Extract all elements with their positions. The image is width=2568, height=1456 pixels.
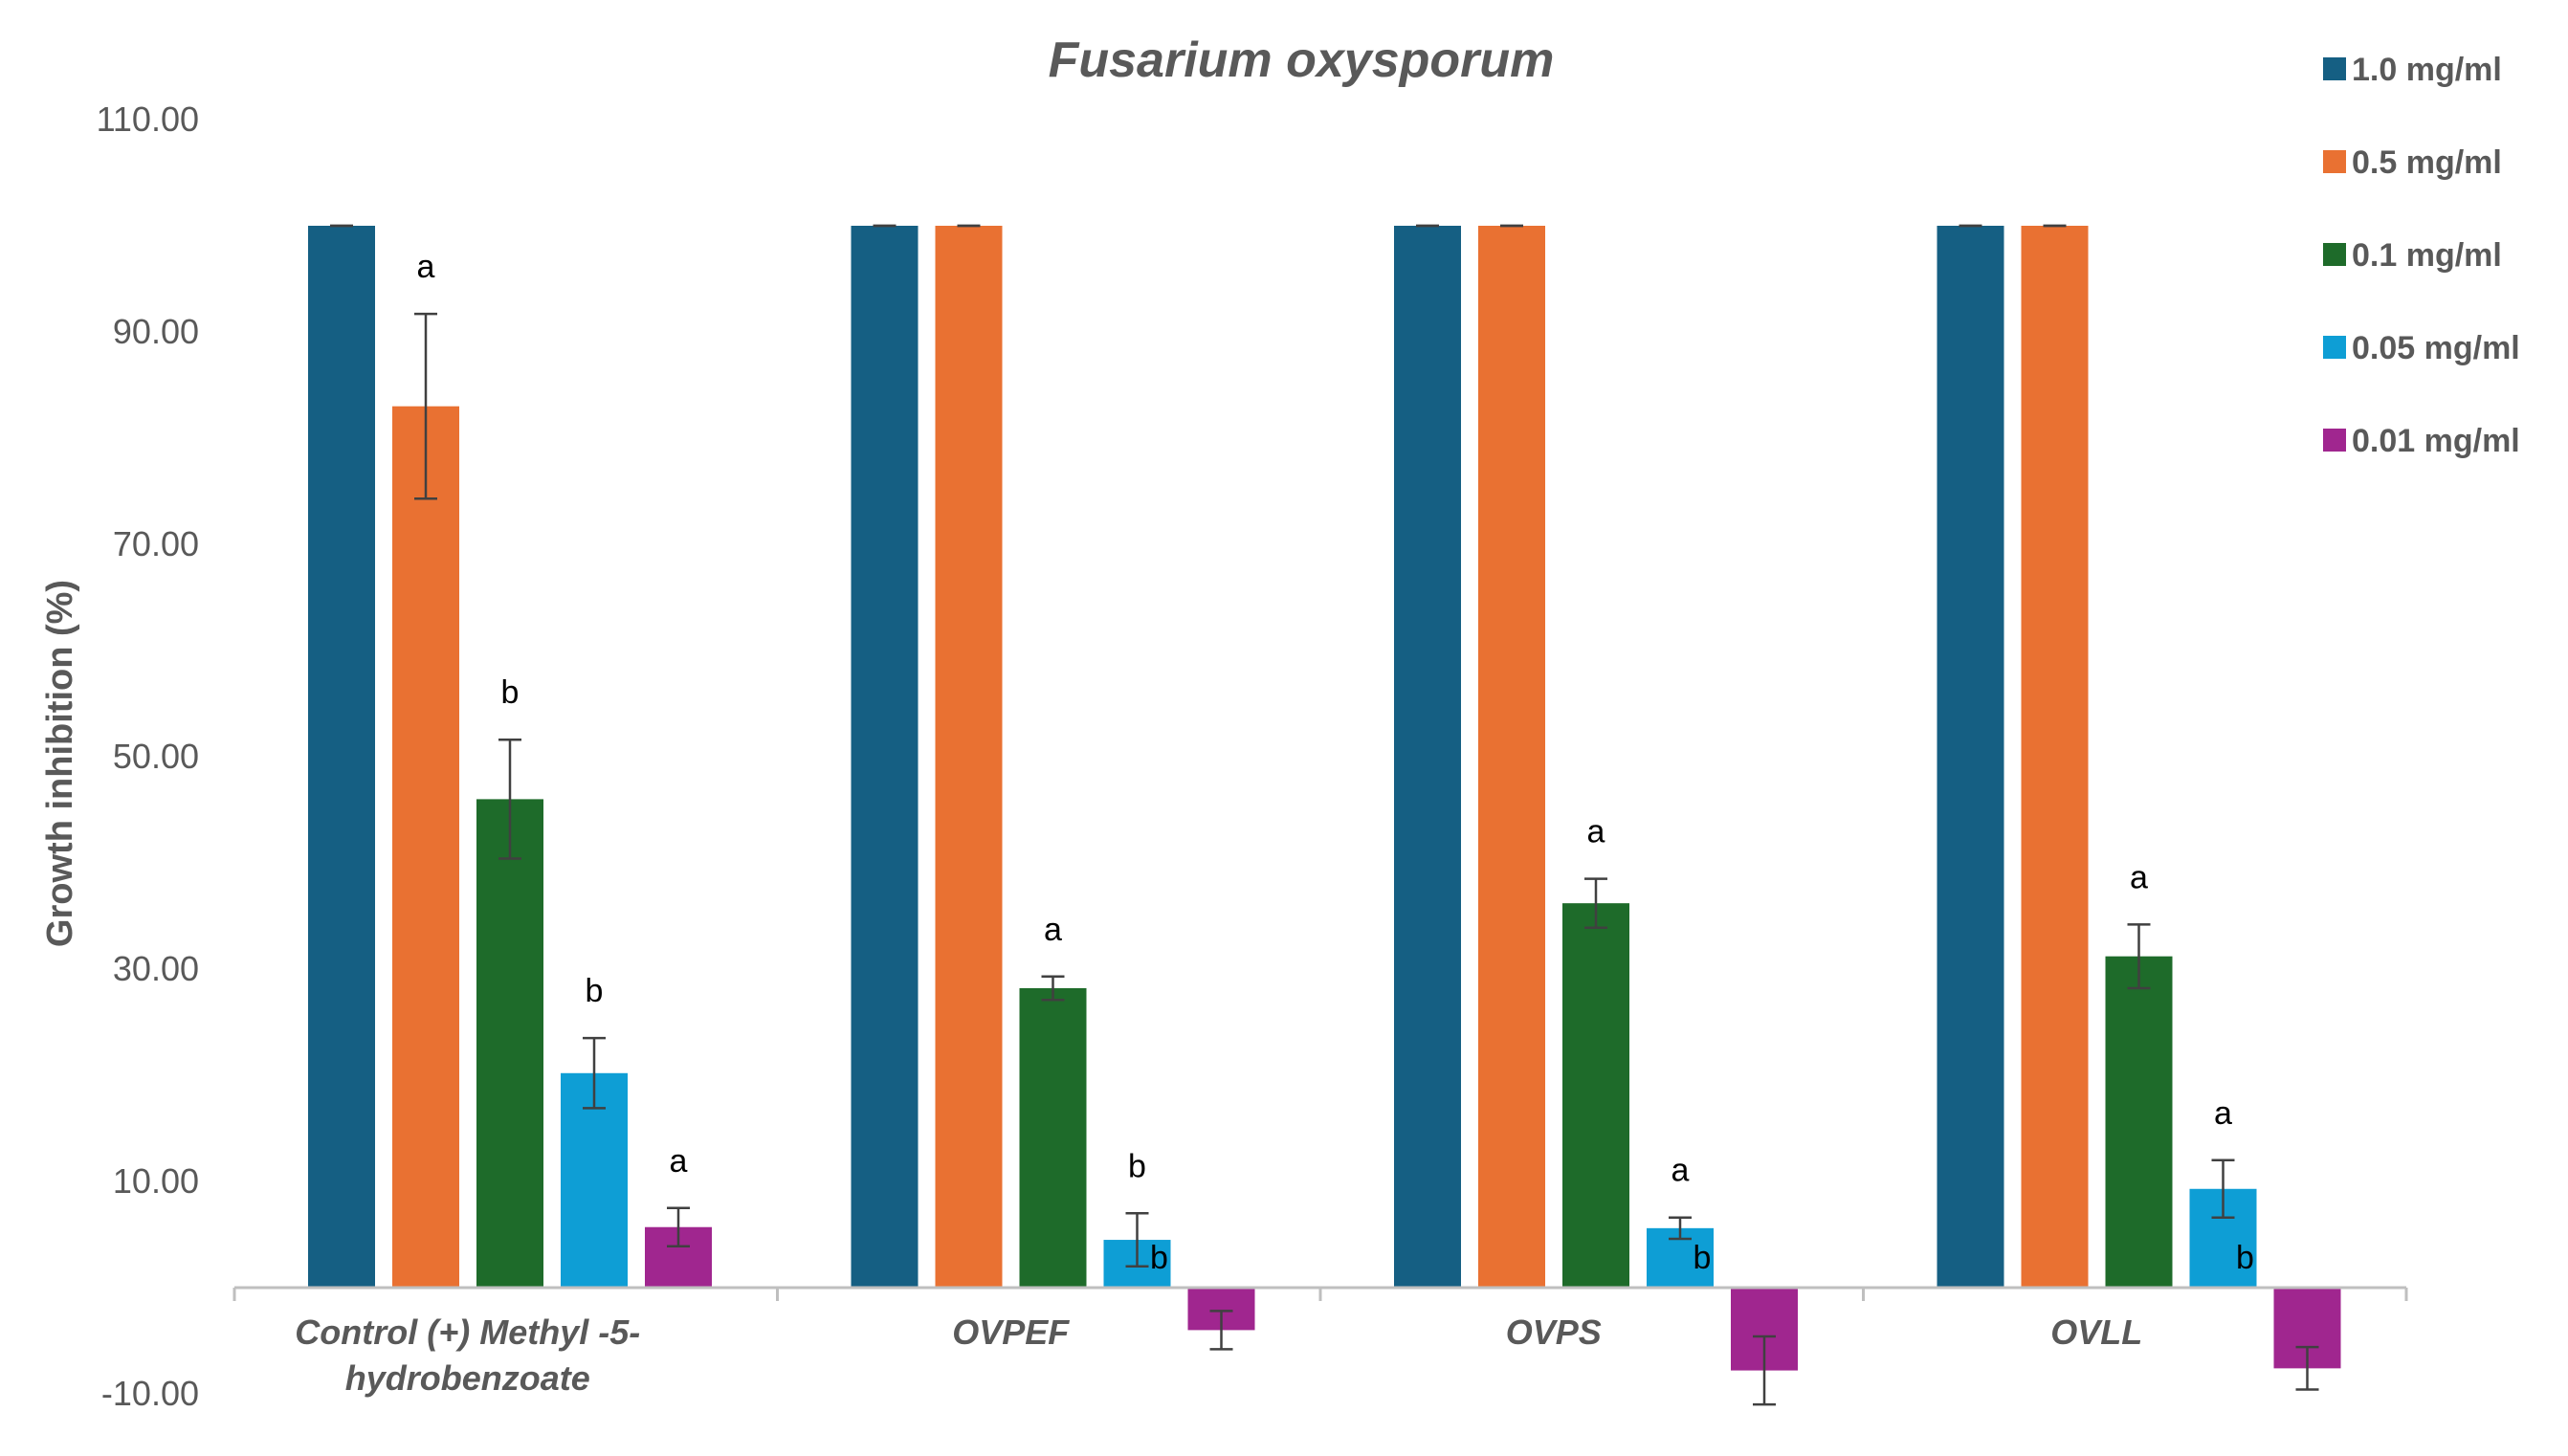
significance-label: a <box>417 249 435 285</box>
significance-label: a <box>1044 912 1062 948</box>
y-axis-label: Growth inhibition (%) <box>40 580 80 947</box>
legend-label: 0.1 mg/ml <box>2352 237 2502 274</box>
significance-label: b <box>1694 1240 1712 1276</box>
significance-label: a <box>1671 1153 1690 1189</box>
chart-title: Fusarium oxysporum <box>1049 33 1555 88</box>
y-tick-label: 70.00 <box>113 524 199 563</box>
y-tick-label: 10.00 <box>113 1161 199 1201</box>
significance-label: b <box>1128 1148 1146 1184</box>
bar <box>935 226 1003 1288</box>
legend-swatch <box>2323 336 2346 359</box>
significance-label: b <box>501 674 520 711</box>
legend-swatch <box>2323 150 2346 173</box>
legend-label: 0.5 mg/ml <box>2352 144 2502 181</box>
significance-label: a <box>670 1143 688 1180</box>
y-tick-label: 90.00 <box>113 312 199 351</box>
category-label: OVPS <box>1506 1313 1602 1352</box>
significance-label: b <box>2236 1240 2254 1276</box>
bar <box>1478 226 1545 1288</box>
error-bars <box>330 224 2319 1406</box>
category-labels: Control (+) Methyl -5- hydrobenzoate OVPEF… <box>295 1313 2142 1398</box>
legend-swatch <box>2323 243 2346 266</box>
legend: 1.0 mg/ml 0.5 mg/ml 0.1 mg/ml 0.05 mg/ml 0.0… <box>2323 52 2520 459</box>
category-label: OVPEF <box>952 1313 1070 1352</box>
y-tick-label: 110.00 <box>97 99 199 139</box>
y-axis-ticks: 110.00 90.00 70.00 50.00 30.00 10.00 -10.00 <box>97 99 199 1413</box>
legend-swatch <box>2323 57 2346 80</box>
category-label: Control (+) Methyl -5- <box>295 1313 640 1352</box>
category-label: OVLL <box>2050 1313 2142 1352</box>
y-tick-label: -10.00 <box>101 1374 199 1413</box>
legend-label: 1.0 mg/ml <box>2352 52 2502 88</box>
legend-label: 0.05 mg/ml <box>2352 330 2520 366</box>
bar <box>392 406 459 1288</box>
y-tick-label: 50.00 <box>113 737 199 776</box>
x-axis-tick-marks <box>232 1288 2408 1301</box>
significance-label: b <box>586 973 604 1009</box>
significance-label: b <box>1150 1240 1168 1276</box>
bar <box>1562 903 1629 1288</box>
bar <box>1019 987 1087 1288</box>
bar <box>308 226 375 1288</box>
significance-label: a <box>2214 1095 2232 1132</box>
bar <box>476 799 543 1288</box>
significance-label: a <box>2130 859 2148 895</box>
bars <box>308 226 2341 1371</box>
bar <box>851 226 919 1288</box>
bar <box>2105 956 2173 1288</box>
bar <box>1937 226 2004 1288</box>
bar <box>1394 226 1461 1288</box>
significance-labels: a b a a a b b a a a b b b <box>417 249 2254 1276</box>
significance-label: a <box>1587 814 1605 850</box>
legend-label: 0.01 mg/ml <box>2352 423 2520 459</box>
legend-swatch <box>2323 429 2346 452</box>
category-label: hydrobenzoate <box>345 1358 590 1398</box>
bar <box>2021 226 2089 1288</box>
y-tick-label: 30.00 <box>113 949 199 988</box>
